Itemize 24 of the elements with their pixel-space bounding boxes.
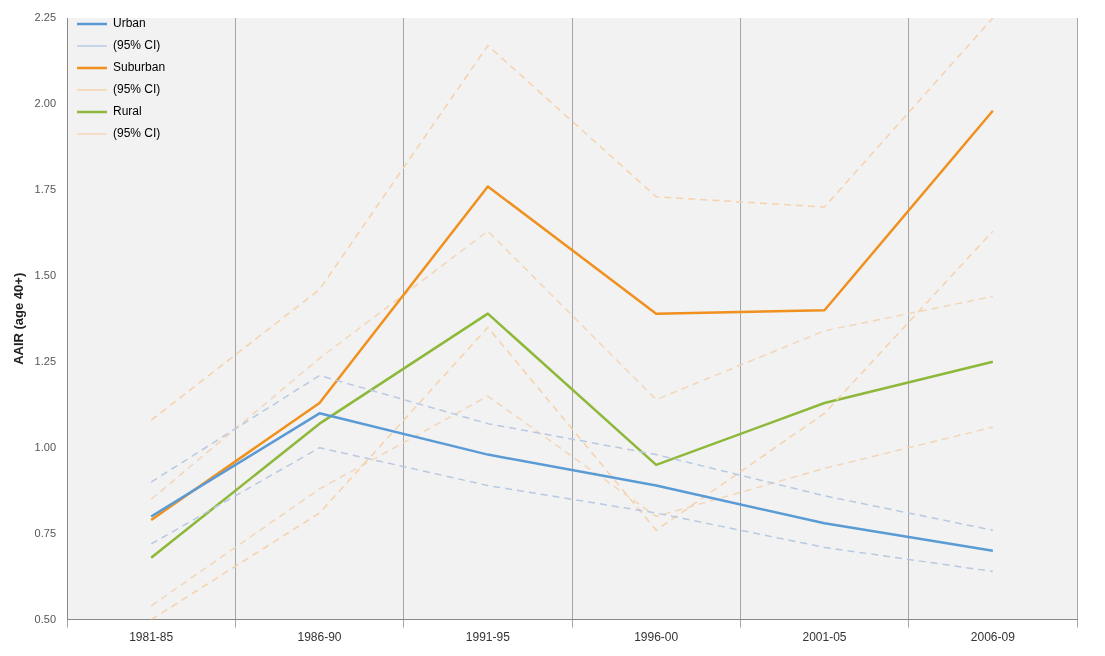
- x-tick-label: 2006-09: [970, 630, 1016, 645]
- y-tick-label: 1.75: [34, 182, 57, 195]
- legend-label: (95% CI): [113, 126, 161, 141]
- line-series: [150, 374, 994, 531]
- y-tick-label: 0.50: [34, 612, 57, 625]
- legend-label: Suburban: [113, 60, 166, 75]
- legend-label: (95% CI): [113, 38, 161, 53]
- line-series: [150, 230, 994, 620]
- y-tick-label: 2.25: [34, 11, 57, 24]
- y-tick-label: 0.75: [34, 526, 57, 539]
- x-tick-label: 1986-90: [297, 630, 342, 645]
- legend-label: Rural: [113, 104, 142, 119]
- x-tick-label: 2001-05: [802, 630, 847, 645]
- y-axis-title: AAIR (age 40+): [11, 272, 27, 365]
- y-tick-label: 2.00: [34, 96, 57, 109]
- x-tick-label: 1991-95: [465, 630, 511, 645]
- legend-label: Urban: [113, 16, 146, 31]
- line-series: [150, 446, 994, 573]
- legend-label: (95% CI): [113, 82, 161, 97]
- y-tick-label: 1.50: [34, 268, 57, 281]
- x-tick-label: 1981-85: [129, 630, 174, 645]
- x-tick-label: 1996-00: [634, 630, 679, 645]
- y-tick-label: 1.25: [34, 354, 57, 367]
- y-tick-label: 1.00: [34, 440, 57, 453]
